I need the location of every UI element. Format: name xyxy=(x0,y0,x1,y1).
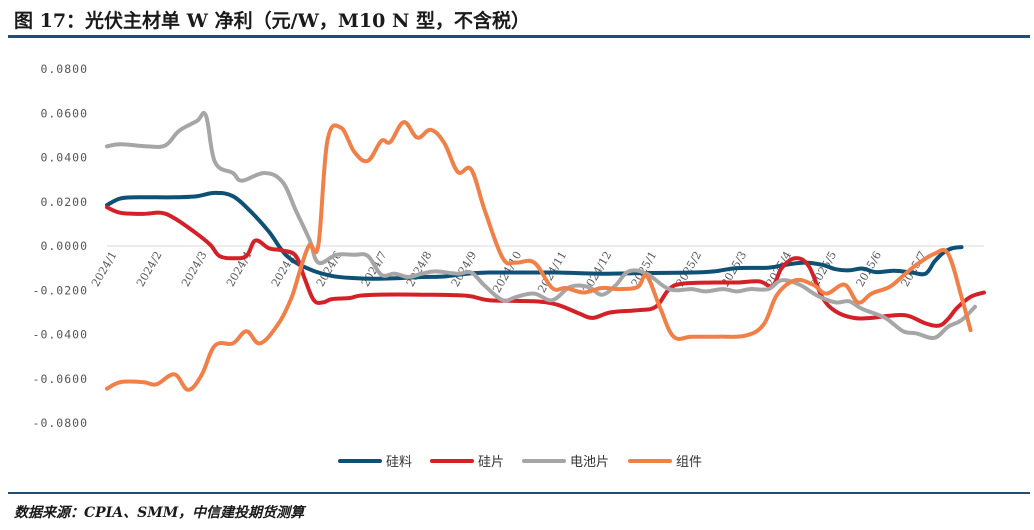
y-axis: 0.0800 0.0600 0.0400 0.0200 0.0000 -0.0200 -0.… xyxy=(33,62,88,430)
x-tick-label: 2024/1 xyxy=(89,249,120,289)
y-tick-label: -0.0400 xyxy=(33,328,88,342)
series-line-cell xyxy=(105,110,977,340)
y-tick-label: 0.0800 xyxy=(40,62,88,76)
legend-label-polysilicon: 硅料 xyxy=(386,455,412,470)
y-tick-label: 0.0400 xyxy=(40,151,88,165)
plot-lines xyxy=(105,110,986,392)
legend: 硅料 硅片 电池片 组件 xyxy=(338,455,702,470)
y-tick-label: 0.0000 xyxy=(40,239,88,253)
x-tick-label: 2024/2 xyxy=(134,249,165,289)
y-tick-label: -0.0200 xyxy=(33,283,88,297)
source-note: 数据来源：CPIA、SMM，中信建投期货测算 xyxy=(14,505,305,521)
x-tick-label: 2024/3 xyxy=(179,249,210,289)
y-tick-label: -0.0600 xyxy=(33,372,88,386)
y-tick-label: -0.0800 xyxy=(33,416,88,430)
legend-label-cell: 电池片 xyxy=(570,455,609,470)
y-tick-label: 0.0200 xyxy=(40,195,88,209)
x-tick-label: 2024/4 xyxy=(224,249,255,289)
x-tick-label: 2024/9 xyxy=(449,249,480,289)
footer-rule xyxy=(8,492,1030,494)
header-rule xyxy=(8,35,1030,38)
chart-title: 图 17：光伏主材单 W 净利（元/W，M10 N 型，不含税） xyxy=(14,10,530,32)
series-line-wafer xyxy=(105,205,986,328)
series-line-module xyxy=(105,120,973,392)
y-tick-label: 0.0600 xyxy=(40,106,88,120)
legend-label-module: 组件 xyxy=(676,455,702,470)
series-line-polysilicon xyxy=(105,190,964,281)
x-tick-label: 2024/8 xyxy=(404,249,435,289)
legend-label-wafer: 硅片 xyxy=(478,455,504,470)
